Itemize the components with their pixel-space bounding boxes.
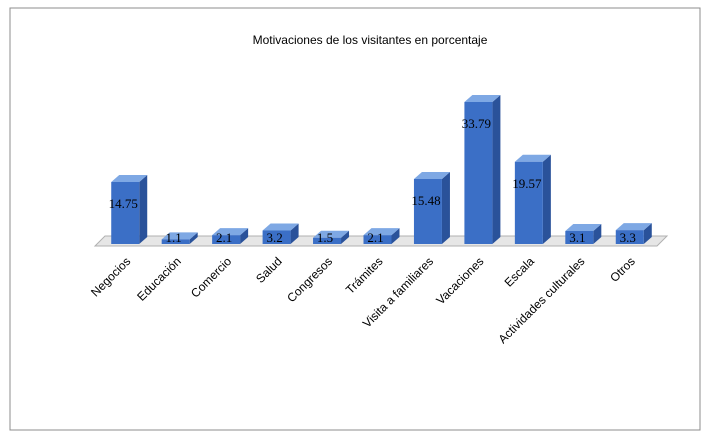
bar-top: [413, 171, 450, 179]
bar-front: [313, 237, 342, 244]
bar-top: [615, 223, 652, 231]
bar-top: [262, 223, 299, 231]
bar-side: [391, 228, 400, 244]
bar: [212, 228, 249, 244]
bar-side: [542, 154, 551, 244]
value-label: 2.1: [367, 230, 383, 245]
bar-top: [111, 175, 148, 183]
bar: [363, 228, 400, 244]
bar-front: [413, 178, 442, 244]
value-label: 2.1: [216, 230, 232, 245]
bar-top: [212, 228, 249, 236]
chart-title: Motivaciones de los visitantes en porcen…: [253, 33, 488, 47]
bar-front: [363, 235, 392, 244]
bar-side: [441, 171, 450, 244]
bar-front: [161, 239, 190, 244]
bar: [464, 95, 501, 244]
value-label: 15.48: [411, 193, 440, 208]
bar: [565, 223, 602, 244]
value-label: 19.57: [512, 176, 542, 191]
bar-side: [341, 230, 350, 244]
bar: [413, 171, 450, 244]
bar-side: [290, 223, 299, 244]
bar-side: [139, 175, 148, 244]
bar-front: [514, 161, 543, 244]
bar-front: [615, 230, 644, 244]
value-label: 3.1: [569, 230, 585, 245]
bar: [111, 175, 148, 244]
bar-front: [262, 230, 291, 244]
bar-side: [240, 228, 249, 244]
bar: [514, 154, 551, 244]
bar: [313, 230, 350, 244]
bar-top: [514, 154, 551, 162]
bar-top: [565, 223, 602, 231]
value-label: 14.75: [109, 196, 138, 211]
bar-side: [189, 232, 198, 244]
bar: [262, 223, 299, 244]
bar-front: [212, 235, 241, 244]
value-label: 33.79: [462, 116, 491, 131]
value-label: 3.2: [266, 230, 282, 245]
bar: [161, 232, 198, 244]
bar-front: [111, 182, 140, 244]
bar-top: [464, 95, 501, 102]
bar-side: [593, 223, 602, 244]
bar-top: [363, 228, 400, 236]
bar-front: [464, 102, 493, 244]
bar-side: [492, 95, 501, 244]
value-label: 1.1: [166, 230, 182, 245]
value-label: 1.5: [317, 230, 333, 245]
bar: [615, 223, 652, 244]
bar-side: [643, 223, 652, 244]
bar-top: [313, 230, 350, 238]
bar-front: [565, 230, 594, 244]
bar-top: [161, 232, 198, 240]
value-label: 3.3: [620, 230, 636, 245]
